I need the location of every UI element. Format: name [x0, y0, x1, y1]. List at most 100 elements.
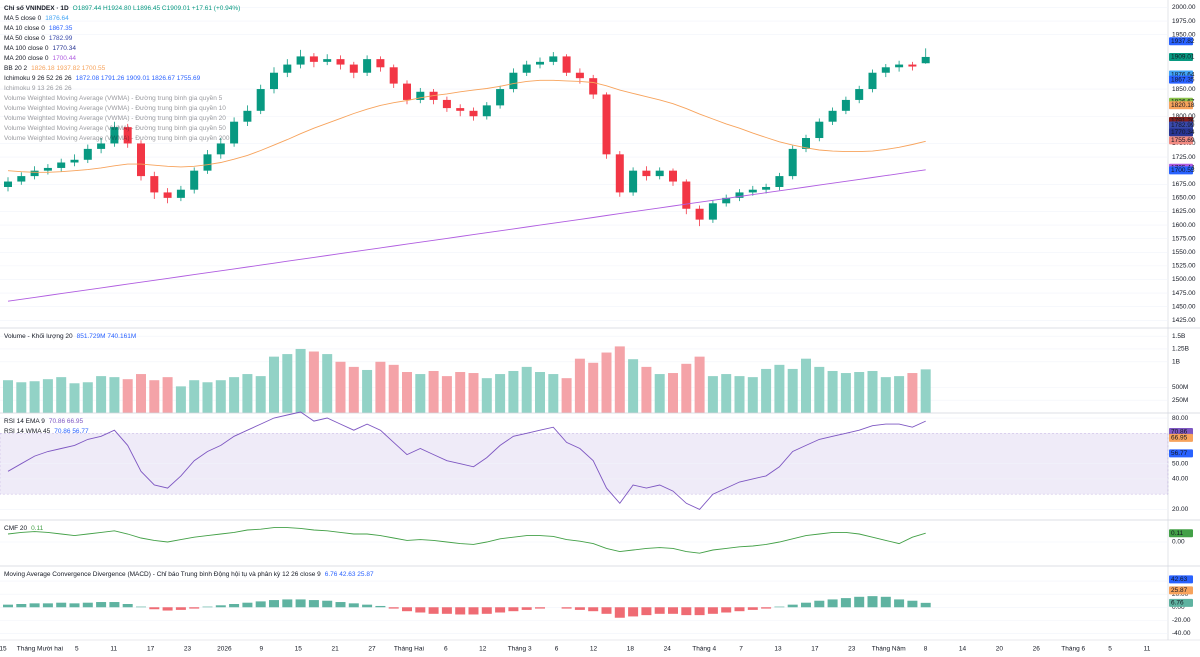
bar [734, 607, 745, 612]
candle-body [509, 72, 518, 90]
x-tick-label: 9 [260, 646, 264, 653]
legend-entry: Ichimoku 9 13 26 26 26 [4, 85, 72, 92]
bar [867, 370, 878, 413]
price-badge-label: 25.87 [1171, 587, 1188, 594]
x-tick-label: 12 [590, 646, 598, 653]
bar [3, 604, 13, 608]
candle-body [815, 121, 824, 139]
bar [614, 607, 625, 618]
x-tick-label: 15 [295, 646, 303, 653]
bar [694, 607, 705, 616]
price-badge-label: 1876.64 [1171, 71, 1195, 78]
y-tick-label: 0.00 [1172, 539, 1185, 546]
legend-name: MA 5 close 0 [4, 15, 42, 22]
bar [801, 602, 811, 608]
y-tick-label: -20.00 [1172, 617, 1191, 624]
x-tick-label: 8 [924, 646, 928, 653]
bar [109, 602, 120, 608]
bar [694, 356, 705, 413]
candle-body [456, 108, 465, 111]
bar [495, 374, 506, 413]
candle-body [389, 67, 398, 84]
price-badge-label: 1820.18 [1171, 102, 1195, 109]
x-tick-label: 5 [1108, 646, 1112, 653]
price-badge [1169, 75, 1193, 84]
y-tick-label: 1.25B [1172, 346, 1189, 353]
y-tick-label: 1550.00 [1172, 249, 1196, 256]
bar [56, 377, 67, 413]
candle-body [363, 59, 372, 73]
candle-body [323, 59, 332, 62]
bar [508, 607, 519, 612]
candle-body [881, 67, 890, 73]
y-tick-label: 1450.00 [1172, 303, 1196, 310]
y-tick-label: 500M [1172, 384, 1188, 391]
bar [681, 607, 692, 616]
bar [614, 346, 625, 413]
candle-body [309, 56, 318, 62]
legend-value: 1872.08 1791.26 1909.01 1826.67 1755.69 [76, 75, 201, 82]
legend-name: MA 10 close 0 [4, 25, 45, 32]
bar [521, 607, 532, 610]
legend-value: 1876.64 [45, 15, 69, 22]
bar [122, 379, 133, 413]
y-tick-label: 20.00 [1172, 506, 1189, 513]
candle-body [775, 176, 784, 187]
bar [894, 599, 905, 608]
bar [96, 602, 107, 608]
price-badge-label: 1937.82 [1171, 38, 1195, 45]
candle-body [176, 189, 185, 198]
bar [441, 376, 452, 413]
price-badge [1169, 121, 1193, 130]
price-badge [1169, 52, 1193, 61]
legend-name: MA 100 close 0 [4, 45, 49, 52]
y-tick-label: 1975.00 [1172, 18, 1196, 25]
candle-body [270, 72, 278, 90]
price-badge-label: 0.11 [1171, 530, 1184, 537]
y-tick-label: 1600.00 [1172, 222, 1196, 229]
bar [428, 607, 439, 614]
bar [641, 366, 652, 413]
candle-body [376, 59, 385, 68]
y-tick-label: 1.5B [1172, 333, 1185, 340]
bar [801, 358, 811, 413]
y-tick-label: 20.00 [1172, 591, 1189, 598]
candle-body [615, 154, 624, 193]
x-tick-label: Tháng Hai [394, 646, 424, 653]
bar [149, 380, 160, 413]
bar [681, 363, 692, 413]
candle-body [110, 127, 119, 144]
x-tick-label: 7 [739, 646, 743, 653]
candle-body [442, 99, 451, 109]
candle-body [17, 176, 26, 182]
bar [229, 377, 240, 413]
bar [548, 374, 559, 413]
legend-entry: Volume Weighted Moving Average (VWMA) - … [4, 113, 226, 122]
legend-name: Volume Weighted Moving Average (VWMA) - … [4, 123, 226, 132]
bar [840, 598, 851, 608]
candle-body [575, 72, 584, 79]
legend-entry: MA 50 close 0 1782.99 [4, 35, 73, 42]
y-tick-label: 1725.00 [1172, 154, 1196, 161]
price-badge-label: 1782.99 [1171, 122, 1195, 129]
bar [455, 372, 466, 413]
candle-body [469, 110, 478, 117]
bar [601, 352, 612, 413]
price-badge [1169, 128, 1193, 137]
legend-entry: MA 200 close 0 1700.44 [4, 55, 76, 62]
x-tick-label: Tháng 3 [508, 646, 532, 653]
bar [894, 376, 905, 413]
bar [574, 358, 585, 413]
bar [202, 606, 213, 608]
bar [69, 383, 80, 413]
legend-entry: Volume Weighted Moving Average (VWMA) - … [4, 93, 223, 102]
legend-value: 1867.35 [49, 25, 73, 32]
bar [907, 373, 918, 413]
price-badge-label: 56.77 [1171, 450, 1188, 457]
legend-entry: CMF 20 0.11 [4, 525, 44, 532]
bar [362, 604, 373, 608]
y-tick-label: 250M [1172, 397, 1188, 404]
bar [388, 607, 399, 609]
bar [761, 368, 772, 413]
candle-body [203, 154, 212, 171]
